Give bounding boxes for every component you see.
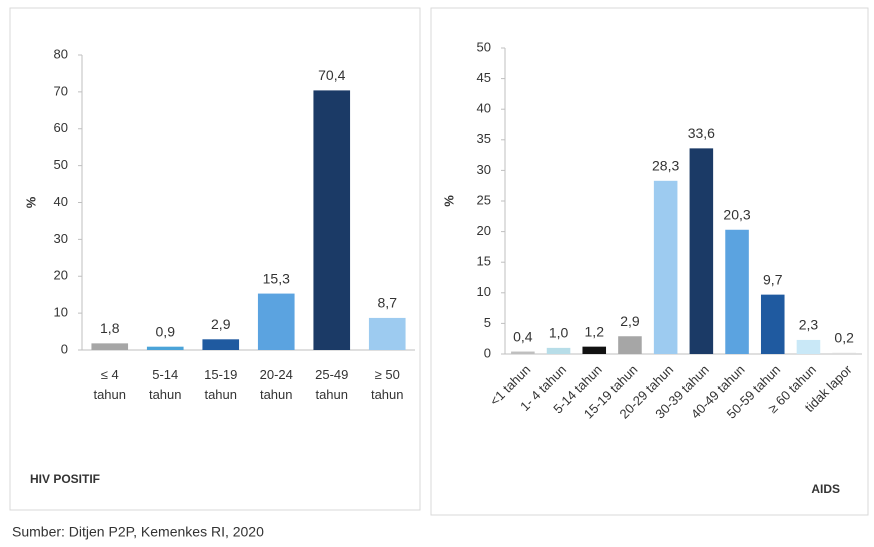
y-tick-label: 5	[484, 315, 491, 330]
y-tick-label: 20	[54, 268, 68, 283]
data-label: 2,3	[799, 317, 819, 333]
data-label: 33,6	[688, 125, 715, 141]
bar	[725, 229, 749, 354]
source: Sumber: Ditjen P2P, Kemenkes RI, 2020	[12, 524, 264, 540]
y-tick-label: 30	[54, 231, 68, 246]
data-label: 0,9	[156, 323, 176, 339]
bar	[313, 90, 351, 351]
data-label: 8,7	[378, 295, 398, 311]
data-label: 9,7	[763, 271, 783, 287]
y-tick-label: 60	[54, 120, 68, 135]
x-tick-label: 20-24 tahun	[260, 367, 293, 402]
bar	[689, 148, 714, 354]
x-tick-label: 15-19 tahun	[204, 367, 237, 402]
bar	[796, 339, 821, 354]
bar	[618, 336, 642, 354]
bar	[91, 343, 129, 350]
bar	[582, 346, 607, 354]
data-label: 0,4	[513, 328, 533, 344]
y-tick-label: 10	[54, 305, 68, 320]
chart-title: HIV POSITIF	[30, 472, 100, 486]
bar	[368, 317, 406, 350]
y-tick-label: 30	[477, 162, 491, 177]
bar	[760, 294, 785, 354]
data-label: 1,2	[585, 323, 605, 339]
data-label: 20,3	[723, 206, 750, 222]
y-axis-label: %	[23, 196, 38, 208]
bar	[511, 351, 535, 354]
x-tick-label: 25-49 tahun	[315, 367, 348, 402]
y-tick-label: 0	[61, 341, 68, 356]
data-label: 15,3	[263, 270, 290, 286]
y-tick-label: 15	[477, 254, 491, 269]
data-label: 70,4	[318, 67, 345, 83]
panel	[9, 7, 421, 511]
y-tick-label: 10	[477, 284, 491, 299]
y-tick-label: 35	[477, 131, 491, 146]
data-label: 1,8	[100, 320, 120, 336]
bar	[653, 180, 678, 354]
data-label: 2,9	[211, 316, 231, 332]
data-label: 2,9	[620, 313, 640, 329]
bar	[146, 346, 184, 350]
y-tick-label: 50	[54, 157, 68, 172]
y-tick-label: 40	[477, 101, 491, 116]
y-tick-label: 0	[484, 345, 491, 360]
y-tick-label: 45	[477, 70, 491, 85]
data-label: 0,2	[834, 329, 854, 345]
bar	[832, 352, 856, 354]
x-tick-label: ≤ 4 tahun	[93, 367, 126, 402]
y-tick-label: 80	[54, 46, 68, 61]
data-label: 28,3	[652, 158, 679, 174]
data-label: 1,0	[549, 325, 569, 341]
y-axis-label: %	[441, 195, 456, 207]
chart-title: AIDS	[811, 482, 840, 496]
y-tick-label: 50	[477, 39, 491, 54]
x-tick-label: ≥ 50 tahun	[371, 367, 404, 402]
y-tick-label: 40	[54, 194, 68, 209]
y-tick-label: 25	[477, 192, 491, 207]
x-tick-label: 5-14 tahun	[149, 367, 182, 402]
bar	[202, 339, 240, 350]
bar	[257, 293, 295, 350]
bar	[546, 347, 571, 354]
panel	[430, 7, 869, 516]
y-tick-label: 20	[477, 223, 491, 238]
y-tick-label: 70	[54, 83, 68, 98]
